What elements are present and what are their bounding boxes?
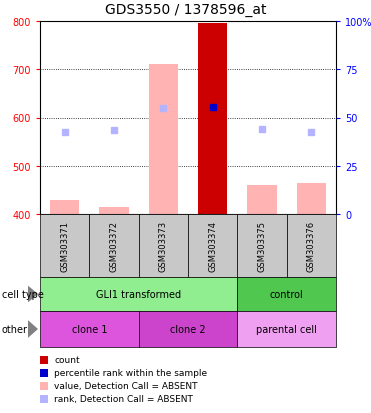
- Text: cell type: cell type: [2, 289, 44, 299]
- Text: count: count: [54, 356, 80, 365]
- Text: GSM303373: GSM303373: [159, 221, 168, 271]
- Text: GDS3550 / 1378596_at: GDS3550 / 1378596_at: [105, 3, 266, 17]
- Text: clone 2: clone 2: [170, 324, 206, 334]
- Text: rank, Detection Call = ABSENT: rank, Detection Call = ABSENT: [54, 394, 193, 404]
- Bar: [148, 65, 178, 214]
- Text: other: other: [2, 324, 28, 334]
- Text: GLI1 transformed: GLI1 transformed: [96, 289, 181, 299]
- Text: GSM303371: GSM303371: [60, 221, 69, 271]
- Text: clone 1: clone 1: [72, 324, 107, 334]
- Bar: [247, 185, 277, 214]
- Text: value, Detection Call = ABSENT: value, Detection Call = ABSENT: [54, 382, 197, 391]
- Polygon shape: [28, 286, 38, 303]
- Polygon shape: [28, 320, 38, 338]
- Text: parental cell: parental cell: [256, 324, 317, 334]
- Bar: [198, 24, 227, 214]
- Text: percentile rank within the sample: percentile rank within the sample: [54, 369, 207, 377]
- Text: GSM303376: GSM303376: [307, 221, 316, 271]
- Text: GSM303374: GSM303374: [208, 221, 217, 271]
- Text: GSM303375: GSM303375: [257, 221, 266, 271]
- Text: control: control: [270, 289, 303, 299]
- Bar: [99, 207, 129, 214]
- Bar: [296, 183, 326, 214]
- Text: GSM303372: GSM303372: [109, 221, 118, 271]
- Bar: [50, 200, 79, 214]
